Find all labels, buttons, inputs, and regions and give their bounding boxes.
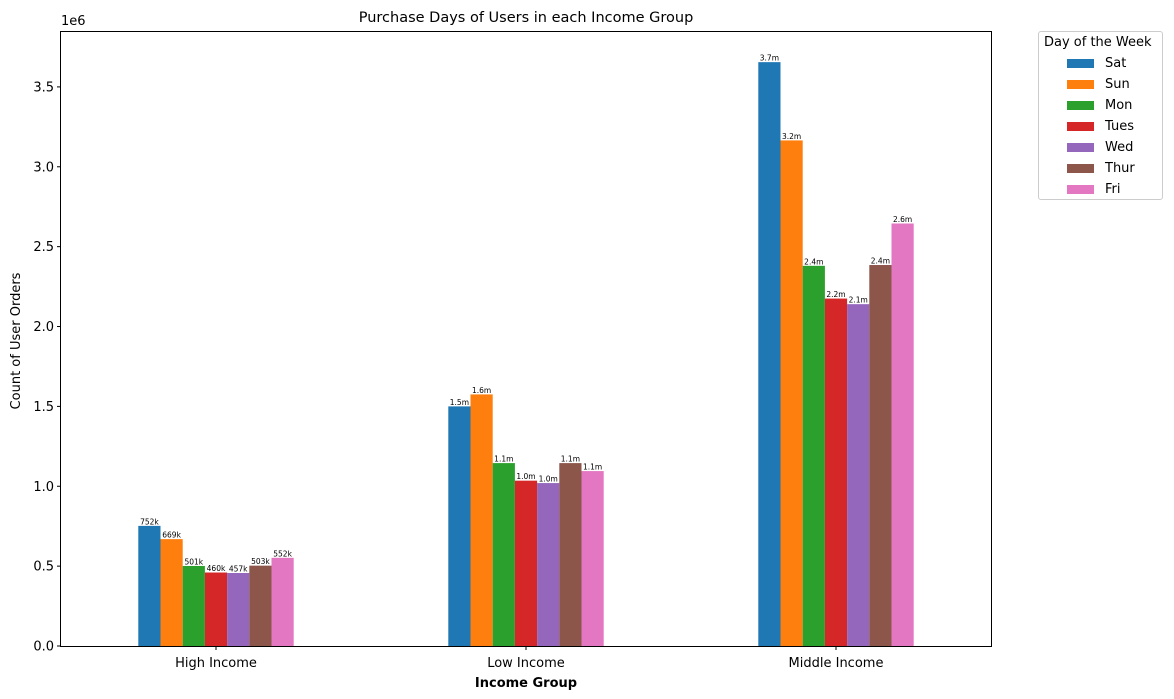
bar-wed-0 — [227, 573, 250, 646]
bar-thur-1 — [559, 463, 582, 646]
y-tick-label: 0.0 — [33, 640, 54, 655]
x-tick-label: High Income — [175, 656, 257, 671]
data-label-tues-0: 460k — [207, 564, 226, 573]
legend-item-sun: Sun — [1067, 76, 1130, 92]
legend-swatch — [1067, 184, 1094, 194]
legend-label: Tues — [1105, 118, 1134, 134]
legend: Day of the Week Sat Sun Mon Tues Wed Thur Fri — [1038, 31, 1163, 200]
bar-mon-0 — [182, 565, 205, 646]
bar-sun-0 — [160, 539, 183, 646]
data-label-wed-2: 2.1m — [849, 296, 868, 305]
x-axis-ticks: High Income Low Income Middle Income — [175, 646, 883, 671]
data-label-sun-2: 3.2m — [782, 132, 801, 141]
legend-item-tues: Tues — [1067, 118, 1134, 134]
y-tick-label: 1.5 — [33, 400, 54, 415]
y-axis-ticks: 0.0 0.5 1.0 1.5 2.0 2.5 3.0 3.5 — [33, 80, 61, 655]
data-label-sat-2: 3.7m — [760, 54, 779, 63]
y-tick-label: 2.0 — [33, 320, 54, 335]
data-label-mon-1: 1.1m — [494, 455, 513, 464]
bar-wed-2 — [847, 304, 870, 646]
data-label-mon-0: 501k — [184, 557, 203, 566]
bar-sat-2 — [758, 62, 781, 646]
legend-label: Wed — [1105, 139, 1134, 155]
legend-title: Day of the Week — [1044, 35, 1152, 50]
legend-item-wed: Wed — [1067, 139, 1133, 155]
legend-swatch — [1067, 142, 1094, 152]
legend-label: Sun — [1105, 76, 1130, 92]
bar-sat-1 — [448, 406, 471, 646]
legend-item-fri: Fri — [1067, 181, 1121, 197]
data-label-tues-1: 1.0m — [516, 472, 535, 481]
bar-sat-0 — [138, 525, 161, 646]
bar-sun-2 — [780, 140, 803, 647]
data-label-fri-1: 1.1m — [583, 463, 602, 472]
x-tick-label: Low Income — [487, 656, 565, 671]
x-axis-label: Income Group — [475, 676, 577, 691]
data-label-sat-0: 752k — [140, 517, 159, 526]
legend-item-sat: Sat — [1067, 55, 1126, 71]
bar-fri-1 — [581, 471, 604, 646]
y-tick-label: 2.5 — [33, 240, 54, 255]
data-label-fri-2: 2.6m — [893, 215, 912, 224]
y-tick-label: 3.0 — [33, 160, 54, 175]
data-label-wed-1: 1.0m — [539, 475, 558, 484]
y-axis-label: Count of User Orders — [9, 272, 24, 409]
data-label-fri-0: 552k — [273, 549, 292, 558]
data-label-thur-2: 2.4m — [871, 257, 890, 266]
legend-item-mon: Mon — [1067, 97, 1132, 113]
data-label-thur-1: 1.1m — [561, 455, 580, 464]
bar-tues-1 — [514, 480, 538, 646]
bars-group — [138, 62, 914, 647]
x-tick-label: Middle Income — [789, 656, 884, 671]
data-label-sun-1: 1.6m — [472, 386, 491, 395]
y-tick-label: 3.5 — [33, 80, 54, 95]
data-label-mon-2: 2.4m — [804, 257, 823, 266]
data-label-thur-0: 503k — [251, 557, 270, 566]
y-offset-label: 1e6 — [61, 14, 86, 29]
legend-swatch — [1067, 100, 1094, 110]
chart-title: Purchase Days of Users in each Income Gr… — [359, 10, 694, 26]
data-label-tues-2: 2.2m — [826, 290, 845, 299]
bar-thur-2 — [869, 265, 892, 646]
plot-frame — [60, 31, 992, 647]
legend-item-thur: Thur — [1067, 160, 1135, 176]
legend-label: Fri — [1105, 181, 1121, 197]
bar-fri-0 — [271, 557, 294, 646]
y-tick-label: 0.5 — [33, 560, 54, 575]
legend-label: Sat — [1105, 55, 1127, 71]
legend-swatch — [1067, 121, 1094, 131]
bar-mon-2 — [802, 265, 825, 646]
data-label-sun-0: 669k — [162, 531, 181, 540]
legend-swatch — [1067, 79, 1094, 89]
data-label-wed-0: 457k — [229, 565, 248, 574]
data-label-sat-1: 1.5m — [450, 398, 469, 407]
bar-sun-1 — [470, 394, 493, 646]
bar-tues-0 — [204, 572, 228, 646]
legend-label: Mon — [1105, 97, 1133, 113]
y-tick-label: 1.0 — [33, 480, 54, 495]
legend-swatch — [1067, 58, 1094, 68]
legend-label: Thur — [1105, 160, 1135, 176]
bar-wed-1 — [537, 483, 560, 646]
bar-mon-1 — [492, 463, 515, 646]
legend-swatch — [1067, 163, 1094, 173]
bar-tues-2 — [824, 298, 848, 646]
bar-fri-2 — [891, 223, 914, 647]
bar-thur-0 — [249, 565, 272, 646]
